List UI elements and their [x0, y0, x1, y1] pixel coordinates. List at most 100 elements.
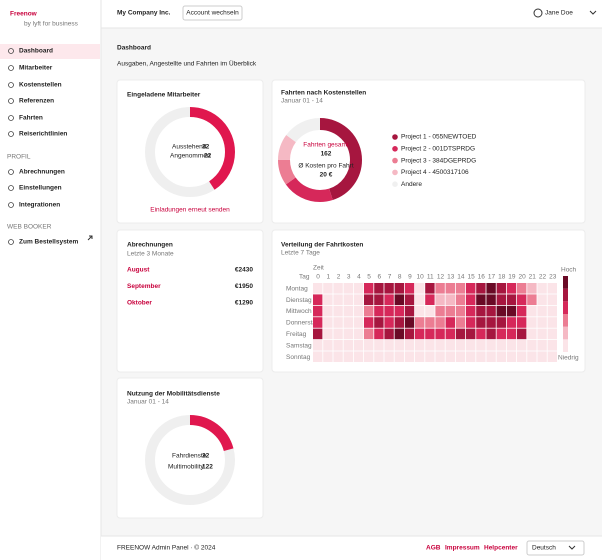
heatmap-cell — [343, 340, 353, 351]
heatmap-cell — [343, 305, 353, 317]
scale-swatch — [563, 326, 568, 340]
nav-item[interactable]: Zum Bestellsystem — [19, 239, 78, 246]
heatmap-cell — [517, 305, 527, 317]
hour-label: 7 — [388, 274, 392, 281]
stat-value: 22 — [204, 153, 212, 160]
legend-entry: Project 4 - 4500317106 — [401, 169, 469, 176]
nav-item[interactable]: Kostenstellen — [19, 82, 62, 89]
heatmap-cell — [506, 305, 517, 317]
nav-item[interactable]: Abrechnungen — [19, 169, 65, 176]
nav-icon — [8, 239, 14, 245]
heatmap-cell — [506, 340, 517, 351]
hour-label: 15 — [467, 274, 475, 281]
nav-icon — [8, 131, 14, 137]
heatmap-cell — [374, 294, 384, 305]
heatmap-cell — [466, 328, 476, 340]
heatmap-cell — [466, 351, 476, 362]
heatmap-cell — [435, 294, 445, 305]
footer-link[interactable]: AGB — [426, 545, 441, 552]
heatmap-cell — [496, 305, 506, 317]
day-label: Sonntag — [286, 354, 311, 361]
stat-label: Ø Kosten pro Fahrt — [298, 163, 353, 170]
heatmap-cell — [313, 283, 323, 294]
section-heading: WEB BOOKER — [7, 224, 52, 231]
switch-button-label[interactable]: Account wechseln — [186, 10, 239, 17]
heatmap-cell — [374, 317, 384, 328]
heatmap-cell — [333, 328, 343, 340]
heatmap-cell — [517, 340, 527, 351]
heatmap-cell — [353, 305, 364, 317]
heatmap-cell — [506, 294, 517, 305]
heatmap-cell — [364, 283, 374, 294]
stat-label: Ausstehend — [172, 144, 207, 151]
billing-month[interactable]: September — [127, 283, 161, 290]
heatmap-cell — [415, 294, 425, 305]
card-title: Eingeladene Mitarbeiter — [127, 92, 201, 99]
heatmap-cell — [537, 317, 547, 328]
language-label[interactable]: Deutsch — [532, 545, 556, 552]
card-title: Fahrten nach Kostenstellen — [281, 90, 366, 97]
heatmap-cell — [527, 305, 537, 317]
nav-icon — [8, 65, 14, 71]
nav-item[interactable]: Fahrten — [19, 115, 43, 122]
nav-item[interactable]: Einstellungen — [19, 185, 62, 192]
billing-month[interactable]: Oktober — [127, 300, 152, 307]
heatmap-cell — [435, 351, 445, 362]
heatmap-cell — [517, 283, 527, 294]
heatmap-cell — [425, 294, 435, 305]
legend-entry: Andere — [401, 181, 422, 188]
day-label: Donnerstag — [286, 320, 320, 327]
card — [116, 79, 264, 224]
donut-segment — [145, 107, 235, 197]
user-caret — [589, 10, 597, 15]
hour-label: 13 — [447, 274, 455, 281]
user-name[interactable]: Jane Doe — [545, 10, 573, 17]
heatmap-cell — [506, 283, 517, 294]
hour-label: 21 — [529, 274, 537, 281]
heatmap-cell — [486, 328, 496, 340]
heatmap-cell — [496, 283, 506, 294]
heatmap-cell — [343, 328, 353, 340]
donut-segment — [145, 415, 235, 505]
legend-swatch — [392, 134, 398, 140]
stat-label: Fahrten gesamt — [303, 142, 349, 149]
hour-label: 17 — [488, 274, 496, 281]
card-subtitle: Letzte 7 Tage — [281, 250, 320, 257]
heatmap-cell — [364, 317, 374, 328]
nav-item[interactable]: Integrationen — [19, 202, 60, 209]
heatmap-cell — [486, 294, 496, 305]
heatmap-cell — [394, 340, 404, 351]
heatmap-cell — [445, 294, 455, 305]
heatmap-cell — [323, 283, 333, 294]
heatmap-cell — [394, 305, 404, 317]
nav-item[interactable]: Dashboard — [19, 48, 53, 55]
heatmap-cell — [486, 340, 496, 351]
heatmap-cell — [404, 340, 415, 351]
logo: Freenow — [10, 11, 38, 18]
heatmap-cell — [404, 328, 415, 340]
nav-item[interactable]: Mitarbeiter — [19, 65, 53, 72]
footer-link[interactable]: Impressum — [445, 545, 480, 552]
nav-icon — [8, 48, 14, 54]
hour-label: 18 — [498, 274, 506, 281]
billing-amount: €1950 — [235, 283, 253, 290]
heatmap-cell — [466, 294, 476, 305]
heatmap-cell — [323, 328, 333, 340]
donut-segment — [278, 118, 362, 202]
hour-label: 9 — [408, 274, 412, 281]
language-select[interactable] — [526, 540, 585, 556]
heatmap-cell — [353, 283, 364, 294]
footer-link[interactable]: Helpcenter — [484, 545, 518, 552]
heatmap-cell — [547, 351, 557, 362]
nav-item[interactable]: Reiserichtlinien — [19, 131, 67, 138]
heatmap-cell — [445, 328, 455, 340]
nav-item[interactable]: Referenzen — [19, 98, 54, 105]
hour-label: 10 — [416, 274, 424, 281]
select-caret — [568, 545, 576, 550]
heatmap-cell — [415, 328, 425, 340]
resend-link[interactable]: Einladungen erneut senden — [150, 207, 230, 214]
billing-month[interactable]: August — [127, 267, 150, 274]
heatmap-cell — [537, 305, 547, 317]
switch-button[interactable] — [182, 5, 243, 21]
heatmap-cell — [547, 340, 557, 351]
